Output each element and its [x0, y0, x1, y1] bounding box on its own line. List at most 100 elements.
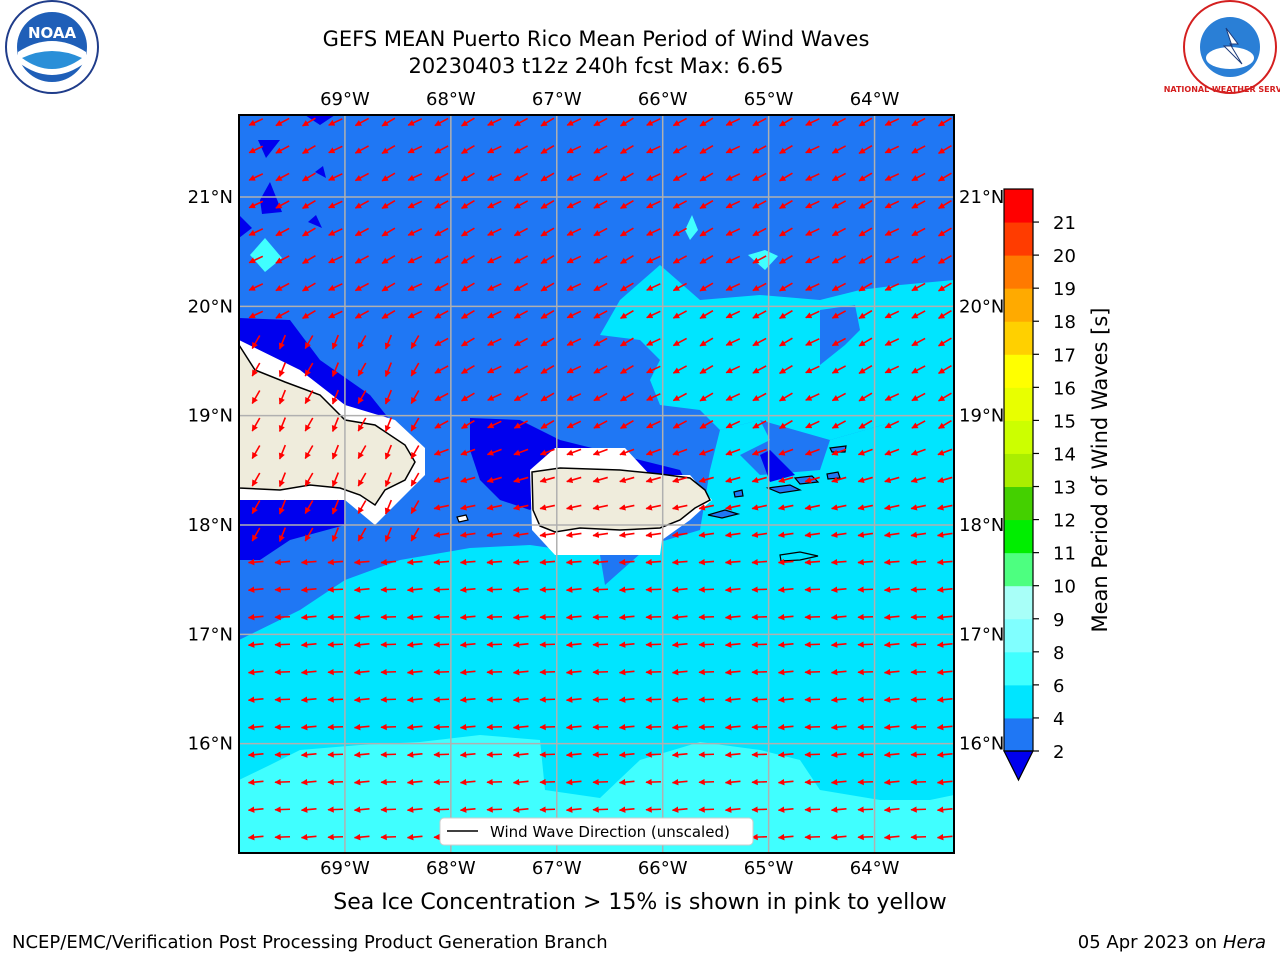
- wind-wave-arrow: [486, 476, 502, 484]
- lat-tick-label: 19°N: [188, 406, 233, 427]
- legend-label: Wind Wave Direction (unscaled): [490, 823, 730, 841]
- wind-wave-arrow: [300, 696, 317, 703]
- wind-wave-arrow: [410, 390, 420, 405]
- colorbar-segment: [1004, 684, 1033, 719]
- wind-wave-arrow: [936, 833, 953, 841]
- wind-wave-arrow: [911, 200, 926, 209]
- wind-wave-arrow: [830, 668, 847, 676]
- wind-wave-arrow: [251, 500, 261, 515]
- wind-wave-arrow: [300, 806, 317, 813]
- wind-wave-arrow: [357, 472, 367, 487]
- wind-wave-arrow: [328, 200, 343, 209]
- wind-wave-arrow: [512, 751, 529, 758]
- wind-wave-arrow: [592, 668, 609, 676]
- wind-wave-arrow: [328, 145, 343, 154]
- wind-wave-arrow: [380, 833, 397, 841]
- wind-wave-arrow: [779, 337, 793, 347]
- wind-wave-arrow: [620, 309, 634, 320]
- wind-wave-arrow: [645, 531, 662, 538]
- wind-wave-arrow: [645, 806, 662, 813]
- wind-wave-arrow: [304, 335, 314, 350]
- wind-wave-arrow: [724, 668, 741, 676]
- wind-wave-arrow: [434, 145, 449, 154]
- wind-wave-arrow: [857, 751, 874, 758]
- wind-wave-arrow: [459, 558, 476, 566]
- wind-wave-arrow: [512, 668, 529, 676]
- wind-wave-arrow: [938, 172, 952, 182]
- wind-wave-arrow: [619, 448, 635, 456]
- wind-wave-arrow: [831, 145, 846, 154]
- wind-wave-arrow: [327, 558, 344, 566]
- wind-wave-arrow: [937, 476, 953, 484]
- wind-wave-arrow: [565, 778, 582, 786]
- wind-wave-arrow: [938, 282, 952, 292]
- wind-wave-arrow: [751, 476, 767, 484]
- wind-wave-arrow: [752, 337, 767, 347]
- wind-wave-arrow: [353, 778, 370, 786]
- wind-wave-arrow: [725, 504, 741, 511]
- wind-wave-arrow: [725, 118, 741, 126]
- wind-wave-arrow: [461, 144, 475, 155]
- wind-wave-arrow: [831, 392, 846, 402]
- wind-wave-arrow: [275, 200, 290, 209]
- wind-wave-arrow: [251, 390, 261, 405]
- wind-wave-arrow: [805, 338, 820, 346]
- wind-wave-arrow: [486, 806, 503, 813]
- wind-wave-arrow: [618, 641, 635, 648]
- period-band-2-4-patch: [820, 305, 860, 365]
- wind-wave-arrow: [434, 310, 449, 319]
- wind-wave-arrow: [883, 696, 900, 703]
- wind-wave-arrow: [699, 364, 714, 375]
- wind-wave-arrow: [486, 558, 503, 566]
- wind-wave-arrow: [858, 419, 873, 430]
- wind-wave-arrow: [804, 504, 821, 511]
- wind-wave-arrow: [461, 227, 475, 237]
- colorbar: 2 4 6 8 9 10 11 12 13 14 15 16 17 18 19 20 21: [1003, 188, 1076, 782]
- wind-wave-arrow: [304, 527, 314, 542]
- wind-wave-arrow: [698, 668, 715, 676]
- wind-wave-arrow: [302, 144, 316, 155]
- wind-wave-arrow: [331, 499, 340, 515]
- wind-wave-arrow: [884, 448, 900, 456]
- wind-wave-arrow: [936, 806, 953, 813]
- wind-wave-arrow: [883, 833, 900, 841]
- wind-wave-arrow: [380, 668, 397, 676]
- wind-wave-arrow: [699, 392, 714, 402]
- wind-wave-arrow: [433, 751, 450, 758]
- wind-wave-arrow: [461, 309, 475, 320]
- wind-wave-arrow: [618, 778, 635, 786]
- wind-wave-arrow: [381, 172, 396, 182]
- wind-wave-arrow: [805, 228, 820, 236]
- wind-wave-arrow: [646, 310, 661, 319]
- wind-wave-arrow: [433, 558, 450, 566]
- wind-wave-arrow: [380, 613, 397, 621]
- wind-wave-arrow: [884, 365, 900, 374]
- wind-wave-arrow: [513, 172, 528, 182]
- wind-wave-arrow: [672, 117, 687, 127]
- wind-wave-arrow: [724, 531, 741, 538]
- wind-wave-arrow: [433, 806, 450, 813]
- wind-wave-arrow: [513, 337, 528, 347]
- wind-wave-arrow: [300, 558, 317, 566]
- wind-wave-arrow: [883, 531, 900, 538]
- wind-wave-arrow: [778, 476, 794, 484]
- wind-wave-arrow: [406, 723, 423, 731]
- colorbar-tick-label: 16: [1053, 378, 1076, 399]
- wind-wave-arrow: [883, 778, 900, 786]
- wind-wave-arrow: [936, 668, 953, 676]
- wind-wave-arrow: [830, 751, 847, 758]
- wind-wave-arrow: [251, 527, 261, 542]
- wind-wave-arrow: [513, 365, 528, 374]
- wind-wave-arrow: [274, 751, 291, 758]
- wind-wave-arrow: [698, 558, 715, 566]
- wind-wave-arrow: [539, 641, 556, 648]
- wind-wave-arrow: [357, 390, 367, 405]
- wind-wave-arrow: [938, 392, 952, 402]
- wind-wave-arrow: [724, 613, 741, 621]
- wind-wave-arrow: [698, 448, 714, 456]
- wind-wave-arrow: [752, 310, 767, 319]
- wind-wave-arrow: [777, 833, 794, 841]
- wind-wave-arrow: [618, 723, 635, 731]
- wind-wave-arrow: [831, 282, 846, 292]
- wind-wave-arrow: [353, 723, 370, 731]
